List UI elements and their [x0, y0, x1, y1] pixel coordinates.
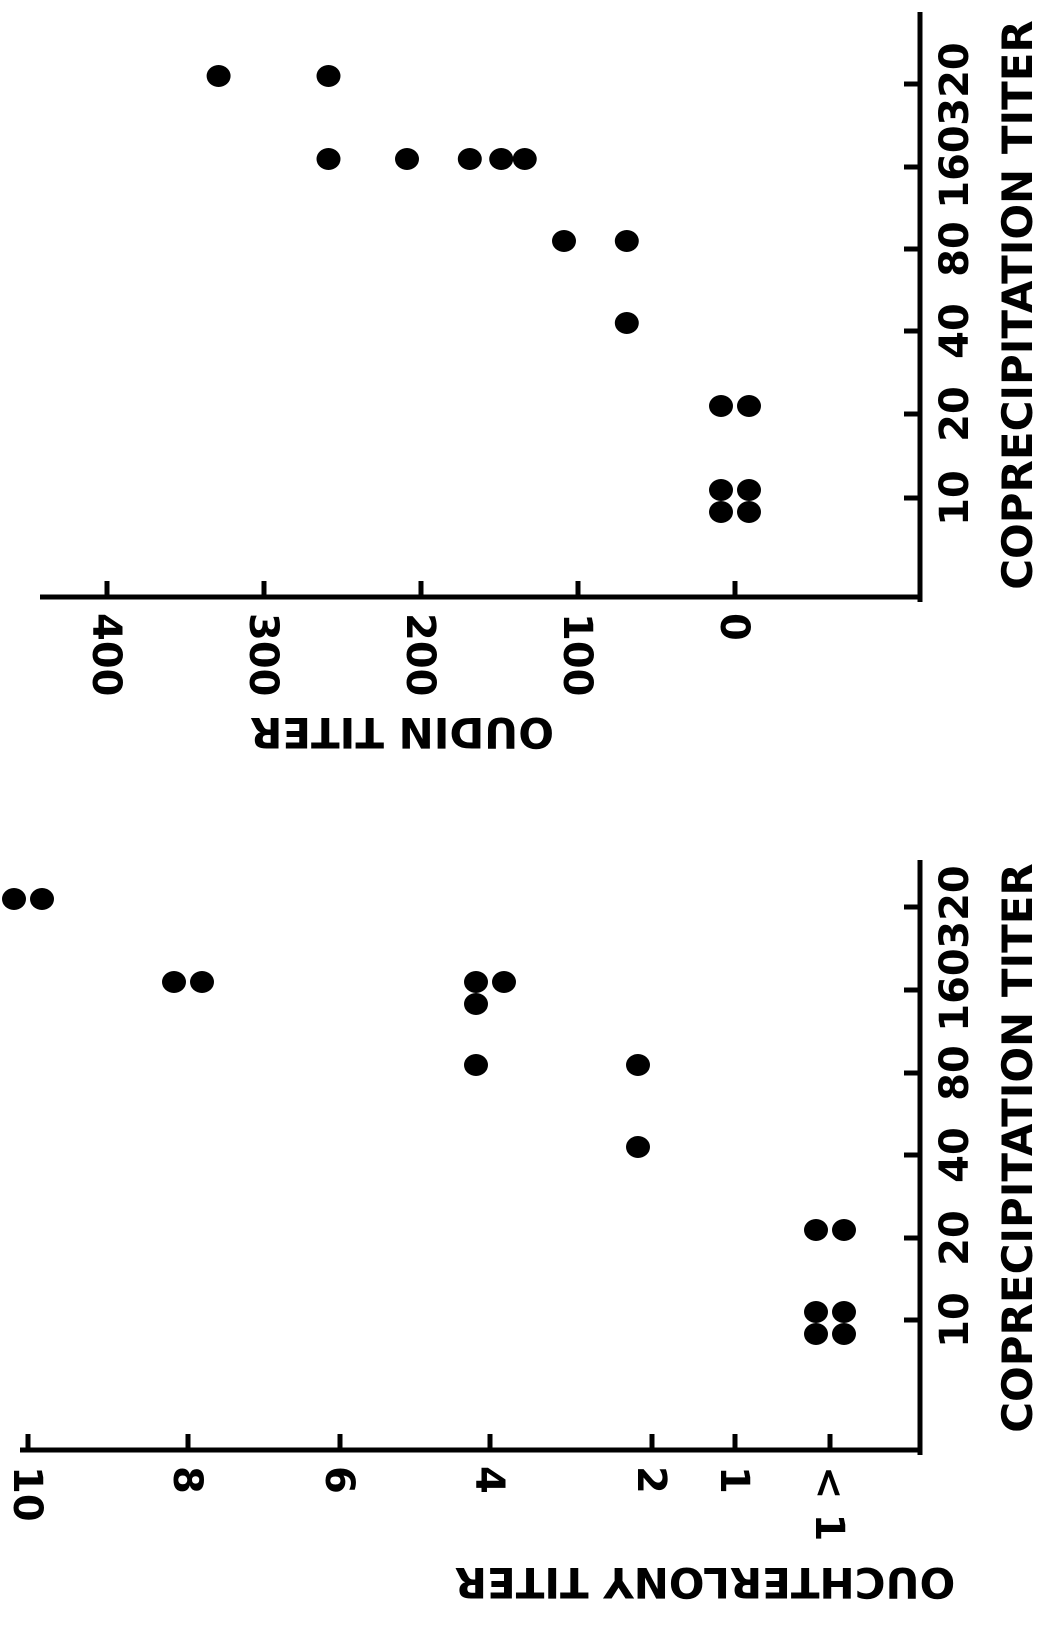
- ouchterlony-data-point: [804, 1219, 828, 1241]
- oudin-data-point: [737, 395, 761, 417]
- oudin-x-tick-label: 160: [932, 125, 978, 209]
- ouchterlony-data-point: [30, 888, 54, 910]
- ouchterlony-data-point: [804, 1301, 828, 1323]
- ouchterlony-data-point: [492, 971, 516, 993]
- oudin-data-point: [395, 148, 419, 170]
- ouchterlony-data-point: [464, 993, 488, 1015]
- oudin-x-tick-label: 320: [932, 42, 978, 126]
- oudin-y-tick-label: 0: [711, 613, 757, 641]
- oudin-data-point: [614, 230, 639, 252]
- oudin-y-tick-label: 300: [240, 613, 286, 697]
- oudin-points: [206, 65, 761, 523]
- oudin-data-point: [316, 65, 341, 87]
- ouchterlony-y-tick-label: 10: [4, 1466, 50, 1522]
- oudin-data-point: [737, 479, 761, 501]
- oudin-data-point: [737, 501, 761, 523]
- oudin-data-point: [206, 65, 231, 87]
- ouchterlony-x-tick-label: 320: [932, 865, 978, 949]
- oudin-x-tick-label: 10: [932, 470, 978, 526]
- ouchterlony-y-tick-label: < 1: [806, 1466, 852, 1541]
- oudin-data-point: [512, 148, 537, 170]
- ouchterlony-data-point: [162, 971, 186, 993]
- ouchterlony-data-point: [832, 1301, 856, 1323]
- oudin-x-axis-title: COPRECIPITATION TITER: [993, 20, 1042, 590]
- ouchterlony-points: [2, 888, 856, 1345]
- ouchterlony-x-tick-label: 80: [932, 1045, 978, 1101]
- ouchterlony-x-tick-label: 160: [932, 948, 978, 1032]
- oudin-data-point: [709, 395, 733, 417]
- ouchterlony-y-axis-title: OUCHTERLONY TITER: [455, 1558, 956, 1607]
- ouchterlony-x-axis-title: COPRECIPITATION TITER: [993, 863, 1042, 1433]
- oudin-x-tick-label: 20: [932, 386, 978, 442]
- oudin-data-point: [316, 148, 341, 170]
- ouchterlony-y-tick-label: 6: [316, 1466, 362, 1494]
- oudin-data-point: [489, 148, 514, 170]
- ouchterlony-y-tick-label: 8: [164, 1466, 210, 1494]
- ouchterlony-y-axis: < 1 1 2 4 6 8 10: [4, 1434, 920, 1541]
- oudin-y-axis: 0 100 200 300 400: [40, 581, 920, 697]
- oudin-y-ticks: 0 100 200 300 400: [83, 581, 757, 697]
- oudin-y-tick-label: 200: [397, 613, 443, 697]
- ouchterlony-data-point: [804, 1323, 828, 1345]
- ouchterlony-y-tick-label: 2: [628, 1466, 674, 1494]
- ouchterlony-data-point: [2, 888, 26, 910]
- oudin-y-tick-label: 400: [83, 613, 129, 697]
- oudin-data-point: [552, 230, 576, 252]
- oudin-data-point: [709, 501, 733, 523]
- ouchterlony-y-ticks: < 1 1 2 4 6 8 10: [4, 1434, 852, 1541]
- oudin-data-point: [709, 479, 733, 501]
- oudin-x-tick-label: 40: [932, 303, 978, 359]
- ouchterlony-x-tick-label: 40: [932, 1127, 978, 1183]
- ouchterlony-data-point: [832, 1219, 856, 1241]
- ouchterlony-y-tick-label: 1: [711, 1466, 757, 1494]
- oudin-y-tick-label: 100: [554, 613, 600, 697]
- ouchterlony-x-tick-label: 20: [932, 1210, 978, 1266]
- oudin-x-tick-label: 80: [932, 221, 978, 277]
- ouchterlony-data-point: [464, 1054, 488, 1076]
- oudin-data-point: [614, 312, 639, 334]
- ouchterlony-x-tick-label: 10: [932, 1292, 978, 1348]
- ouchterlony-data-point: [464, 971, 488, 993]
- ouchterlony-data-point: [626, 1136, 650, 1158]
- oudin-y-axis-title: OUDIN TITER: [250, 708, 554, 757]
- ouchterlony-data-point: [626, 1054, 650, 1076]
- ouchterlony-data-point: [190, 971, 214, 993]
- ouchterlony-data-point: [832, 1323, 856, 1345]
- oudin-data-point: [457, 148, 482, 170]
- ouchterlony-y-tick-label: 4: [466, 1466, 512, 1494]
